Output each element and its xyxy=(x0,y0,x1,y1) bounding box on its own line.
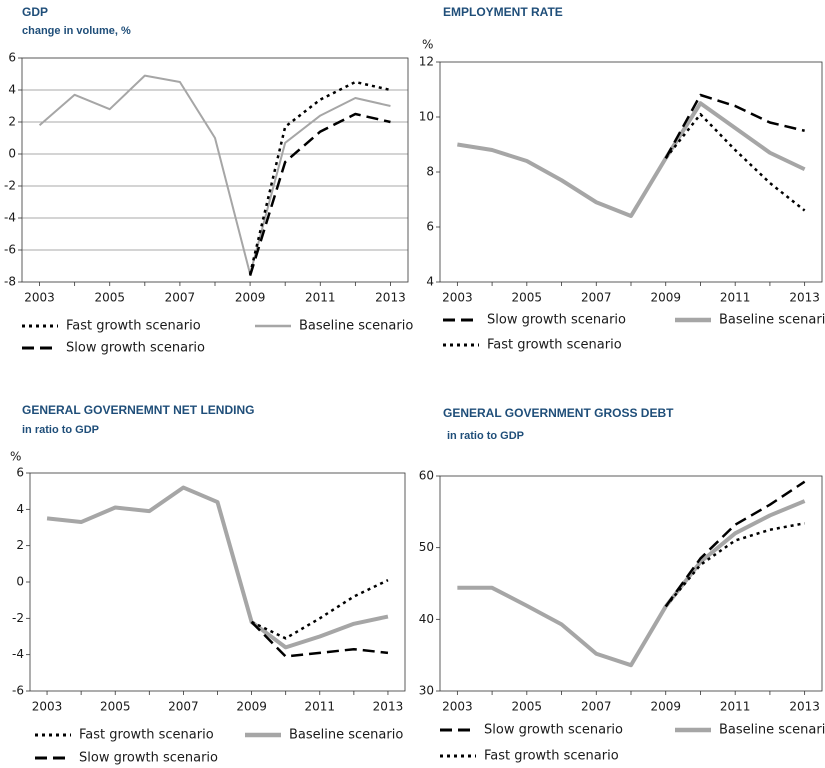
x-tick-label: 2013 xyxy=(789,291,820,305)
chart-title: EMPLOYMENT RATE xyxy=(443,5,563,19)
chart-title: GENERAL GOVERNEMNT NET LENDING xyxy=(22,403,254,417)
legend-label: Baseline scenario xyxy=(719,313,825,328)
y-tick-label: -2 xyxy=(4,179,16,193)
x-tick-label: 2007 xyxy=(581,700,612,714)
chart-subtitle: change in volume, % xyxy=(22,25,131,37)
series-line xyxy=(664,480,806,608)
legend-label: Slow growth scenario xyxy=(66,341,205,356)
series-line xyxy=(664,113,806,212)
legend-label: Baseline scenario xyxy=(289,728,403,743)
x-tick-label: 2009 xyxy=(650,700,681,714)
legend-label: Baseline scenario xyxy=(299,319,413,334)
x-tick-label: 2005 xyxy=(100,700,131,714)
series-line xyxy=(457,101,806,218)
legend-label: Fast growth scenario xyxy=(487,338,622,353)
legend-label: Fast growth scenario xyxy=(79,728,214,743)
y-tick-label: 4 xyxy=(16,502,24,516)
x-tick-label: 2013 xyxy=(789,700,820,714)
x-tick-label: 2005 xyxy=(512,700,543,714)
y-tick-label: 10 xyxy=(419,110,434,124)
series-line xyxy=(251,579,389,640)
x-tick-label: 2009 xyxy=(236,700,267,714)
y-tick-label: -8 xyxy=(4,275,16,289)
x-tick-label: 2007 xyxy=(581,291,612,305)
series-line xyxy=(664,522,805,608)
y-tick-label: 0 xyxy=(8,147,16,161)
y-tick-label: 2 xyxy=(16,538,24,552)
series-line xyxy=(46,485,389,650)
x-tick-label: 2005 xyxy=(94,291,125,305)
x-tick-label: 2007 xyxy=(168,700,199,714)
legend-label: Slow growth scenario xyxy=(487,313,626,328)
series-line xyxy=(248,80,391,275)
x-tick-label: 2003 xyxy=(442,291,473,305)
x-tick-label: 2011 xyxy=(720,291,751,305)
y-tick-label: 60 xyxy=(419,469,434,483)
plot-frame xyxy=(21,57,409,283)
series-line xyxy=(250,621,389,658)
x-tick-label: 2009 xyxy=(235,291,266,305)
plot-frame xyxy=(439,475,823,692)
plot-frame xyxy=(439,61,823,283)
series-line xyxy=(457,499,806,668)
series-line xyxy=(664,93,805,159)
y-tick-label: 0 xyxy=(16,575,24,589)
legend-label: Slow growth scenario xyxy=(79,751,218,766)
y-tick-label: -4 xyxy=(12,647,24,661)
x-tick-label: 2011 xyxy=(720,700,751,714)
x-tick-label: 2011 xyxy=(304,700,335,714)
chart-subtitle: in ratio to GDP xyxy=(447,430,524,442)
y-unit: % xyxy=(422,38,433,52)
x-tick-label: 2003 xyxy=(442,700,473,714)
x-tick-label: 2013 xyxy=(375,291,406,305)
chart-title: GENERAL GOVERNMENT GROSS DEBT xyxy=(443,406,674,420)
y-tick-label: 8 xyxy=(426,165,434,179)
y-tick-label: 4 xyxy=(8,83,16,97)
chart-subtitle: in ratio to GDP xyxy=(22,424,99,436)
y-tick-label: 6 xyxy=(426,220,434,234)
series-line xyxy=(248,112,391,276)
y-tick-label: -6 xyxy=(4,243,16,257)
y-unit: % xyxy=(10,450,21,464)
y-tick-label: 40 xyxy=(419,612,434,626)
legend-label: Fast growth scenario xyxy=(484,749,619,764)
y-tick-label: 30 xyxy=(419,684,434,698)
y-tick-label: -2 xyxy=(12,611,24,625)
x-tick-label: 2005 xyxy=(512,291,543,305)
y-tick-label: 6 xyxy=(8,51,16,65)
legend-label: Slow growth scenario xyxy=(484,723,623,738)
series-line xyxy=(38,74,391,275)
legend-label: Baseline scenario xyxy=(719,723,825,738)
x-tick-label: 2003 xyxy=(24,291,55,305)
x-tick-label: 2007 xyxy=(165,291,196,305)
chart-title: GDP xyxy=(22,5,48,19)
y-tick-label: 50 xyxy=(419,540,434,554)
x-tick-label: 2009 xyxy=(650,291,681,305)
x-tick-label: 2011 xyxy=(305,291,336,305)
y-tick-label: -4 xyxy=(4,211,16,225)
y-tick-label: -6 xyxy=(12,684,24,698)
x-tick-label: 2003 xyxy=(32,700,63,714)
x-tick-label: 2013 xyxy=(373,700,404,714)
legend-label: Fast growth scenario xyxy=(66,319,201,334)
y-tick-label: 4 xyxy=(426,275,434,289)
y-tick-label: 6 xyxy=(16,466,24,480)
y-tick-label: 2 xyxy=(8,115,16,129)
y-tick-label: 12 xyxy=(419,55,434,69)
